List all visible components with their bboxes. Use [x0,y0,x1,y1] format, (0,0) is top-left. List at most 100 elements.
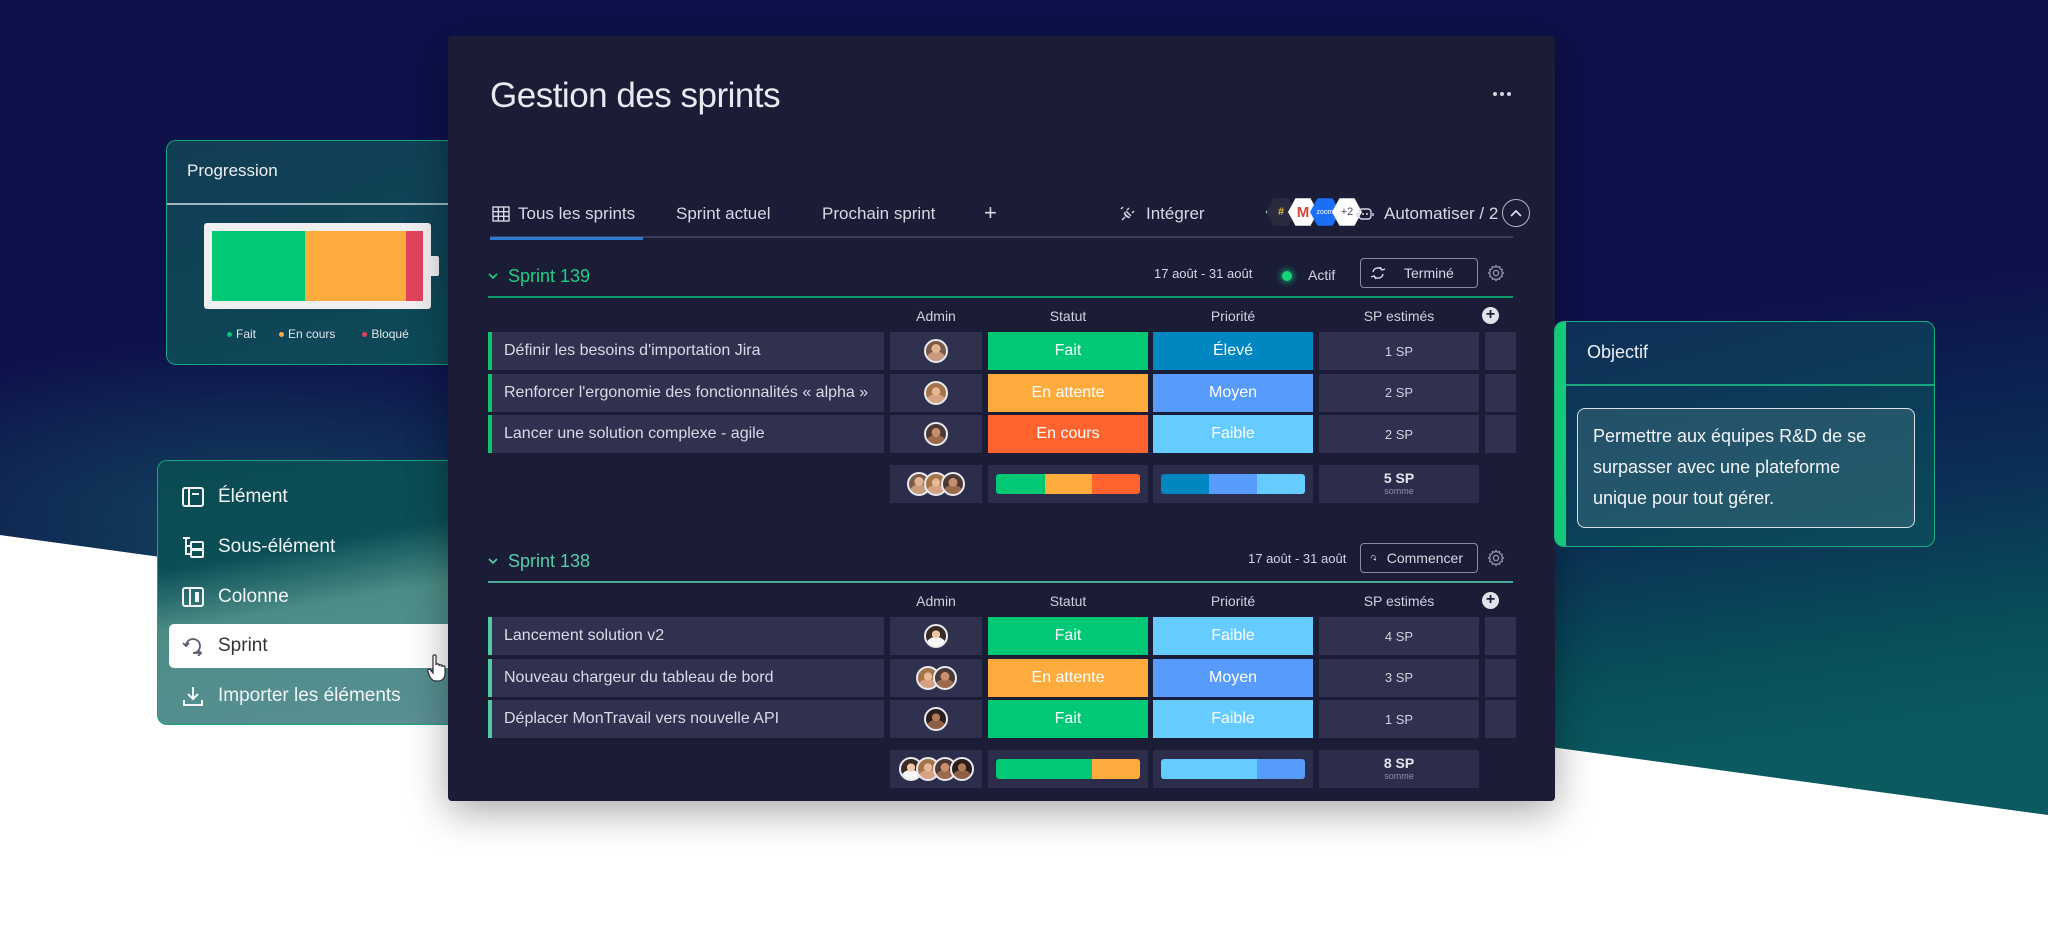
chevron-down-icon [488,273,498,280]
integrate-button[interactable]: Intégrer [1120,204,1205,224]
menu-item-import[interactable]: Importer les éléments [158,674,449,718]
automate-button[interactable]: Automatiser / 2 [1356,204,1498,224]
item-name[interactable]: Définir les besoins d'importation Jira [488,332,884,370]
admin-cell[interactable] [890,617,982,655]
admin-cell[interactable] [890,332,982,370]
status-distribution-bar [996,758,1140,779]
avatar [932,756,957,781]
admin-summary [890,749,982,788]
item-name[interactable]: Déplacer MonTravail vers nouvelle API [488,700,884,738]
robot-icon [1356,208,1374,220]
priority-badge[interactable]: Faible [1153,415,1313,453]
menu-item-sprint[interactable]: Sprint [169,624,449,668]
column-header-sp[interactable]: SP estimés [1363,593,1435,609]
sp-cell[interactable]: 1 SP [1319,700,1479,738]
status-summary [988,749,1148,788]
active-status-dot [1282,271,1292,281]
tab-prochain-sprint[interactable]: Prochain sprint [822,204,936,223]
sp-cell[interactable]: 4 SP [1319,617,1479,655]
tab-sprint-actuel[interactable]: Sprint actuel [676,204,771,223]
column-header-status[interactable]: Statut [1049,308,1087,324]
import-icon [183,687,203,706]
admin-cell[interactable] [890,700,982,738]
segment-fait [212,231,305,301]
hand-cursor-icon [427,654,446,682]
objective-text[interactable]: Permettre aux équipes R&D de se surpasse… [1577,408,1915,528]
sp-cell[interactable]: 2 SP [1319,373,1479,412]
page-title: Gestion des sprints [490,76,781,115]
status-badge[interactable]: En attente [988,658,1148,697]
item-name[interactable]: Lancer une solution complexe - agile [488,415,884,453]
column-icon [182,587,204,607]
priority-badge[interactable]: Moyen [1153,658,1313,697]
status-summary [988,464,1148,503]
priority-badge[interactable]: Moyen [1153,373,1313,412]
item-icon [182,487,204,507]
admin-cell[interactable] [890,373,982,412]
gear-icon[interactable] [1487,264,1505,282]
item-name[interactable]: Nouveau chargeur du tableau de bord [488,658,884,697]
add-column-button[interactable]: + [1482,592,1499,609]
item-name[interactable]: Lancement solution v2 [488,617,884,655]
start-sprint-button[interactable]: Commencer [1360,543,1478,573]
priority-distribution-bar [1161,758,1305,779]
priority-badge[interactable]: Élevé [1153,332,1313,370]
group-toggle[interactable]: Sprint 139 [488,266,590,287]
column-header-priority[interactable]: Priorité [1210,308,1256,324]
chevron-up-icon [1510,209,1522,217]
ellipsis-dot [1507,92,1511,96]
column-header-priority[interactable]: Priorité [1210,593,1256,609]
status-badge[interactable]: Fait [988,617,1148,655]
avatar [949,756,974,781]
segment-bloque [406,231,423,301]
tab-tous-les-sprints[interactable]: Tous les sprints [489,204,644,240]
menu-item-column[interactable]: Colonne [158,575,449,619]
status-badge[interactable]: Fait [988,700,1148,738]
column-header-status[interactable]: Statut [1049,593,1087,609]
add-column-button[interactable]: + [1482,307,1499,324]
column-header-admin[interactable]: Admin [916,308,956,324]
admin-cell[interactable] [890,415,982,453]
more-options-button[interactable] [1491,86,1513,102]
group-toggle[interactable]: Sprint 138 [488,551,590,572]
priority-badge[interactable]: Faible [1153,700,1313,738]
dot-icon [362,331,368,337]
menu-item-subitem[interactable]: Sous-élément [158,525,449,569]
more-apps-badge: +2 [1332,198,1362,226]
sprint-board: Gestion des sprints Tous les sprints Spr… [448,36,1555,801]
chevron-down-icon [488,558,498,565]
ellipsis-dot [1500,92,1504,96]
dot-icon [227,331,232,337]
column-header-sp[interactable]: SP estimés [1363,308,1435,324]
admin-cell[interactable] [890,658,982,697]
add-view-button[interactable]: + [984,200,997,225]
empty-cell [1485,617,1516,655]
divider [167,203,456,205]
menu-item-element[interactable]: Élément [158,475,449,519]
sp-cell[interactable]: 3 SP [1319,658,1479,697]
complete-sprint-button[interactable]: Terminé [1360,258,1478,288]
gear-icon[interactable] [1487,549,1505,567]
column-header-admin[interactable]: Admin [916,593,956,609]
status-badge[interactable]: En cours [988,415,1148,453]
sp-cell[interactable]: 1 SP [1319,332,1479,370]
plug-icon [1120,206,1135,221]
item-name[interactable]: Renforcer l'ergonomie des fonctionnalité… [488,373,884,412]
status-badge[interactable]: En attente [988,373,1148,412]
sp-cell[interactable]: 2 SP [1319,415,1479,453]
status-badge[interactable]: Fait [988,332,1148,370]
integration-apps[interactable]: # M zoom +2 [1266,197,1362,227]
add-menu: Élément Sous-élément Colonne Sprint Impo… [157,460,449,725]
priority-badge[interactable]: Faible [1153,617,1313,655]
avatar [924,380,948,405]
sprint-start-icon [1370,555,1377,561]
priority-summary [1153,464,1313,503]
collapse-header-button[interactable] [1502,199,1530,227]
table-row: Lancement solution v2 Fait Faible 4 SP [488,617,1516,659]
legend-item: Bloqué [362,327,409,341]
progression-card: Progression Fait En cours Bloqué [166,140,456,365]
admin-summary [890,464,982,503]
objective-card: Objectif Permettre aux équipes R&D de se… [1554,321,1935,547]
avatar [915,756,940,781]
view-tabs: Tous les sprints Sprint actuel Prochain … [489,194,1530,240]
